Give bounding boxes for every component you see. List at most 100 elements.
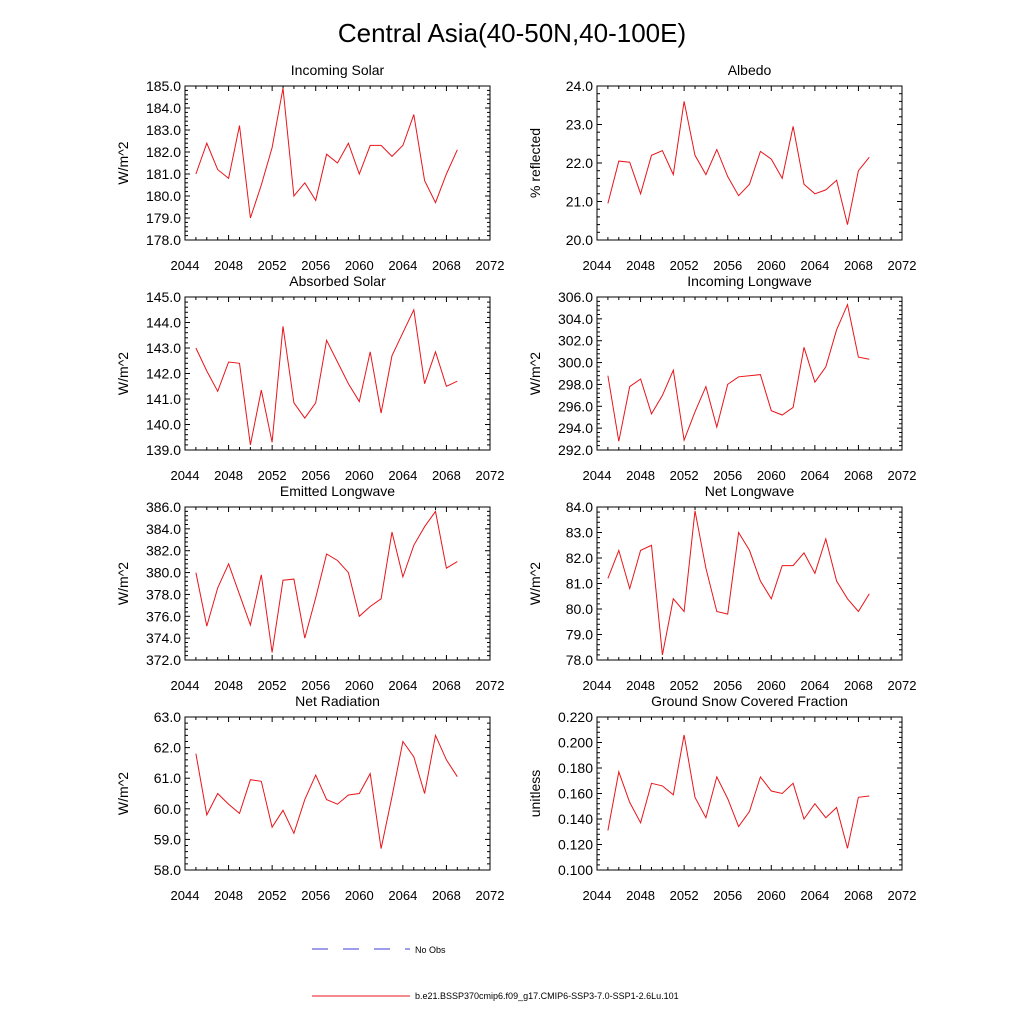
x-tick-label: 2056 <box>713 888 742 903</box>
x-tick-label: 2072 <box>476 678 505 693</box>
y-tick-label: 0.160 <box>558 786 593 802</box>
x-tick-label: 2048 <box>214 258 243 273</box>
x-tick-label: 2052 <box>670 888 699 903</box>
x-tick-label: 2068 <box>432 258 461 273</box>
x-tick-label: 2044 <box>171 258 200 273</box>
y-axis-label: W/m^2 <box>115 772 131 815</box>
x-tick-label: 2056 <box>301 468 330 483</box>
panel-5: Net Longwave W/m^2 2044 2048 2052 2056 2060 206… <box>527 483 916 693</box>
x-tick-label: 2072 <box>888 258 917 273</box>
y-tick-label: 372.0 <box>146 652 181 668</box>
x-tick-label: 2064 <box>388 678 417 693</box>
panel-0: Incoming Solar W/m^2 2044 2048 2052 2056 2060 2… <box>115 62 504 273</box>
x-tick-label: 2060 <box>345 888 374 903</box>
x-tick-label: 2064 <box>388 468 417 483</box>
y-tick-label: 294.0 <box>558 420 593 436</box>
panel-title: Absorbed Solar <box>289 273 386 289</box>
x-tick-label: 2048 <box>626 678 655 693</box>
x-tick-label: 2060 <box>345 468 374 483</box>
x-tick-label: 2044 <box>171 468 200 483</box>
plot-frame <box>596 716 903 871</box>
y-tick-label: 0.120 <box>558 837 593 853</box>
plot-frame <box>184 296 491 451</box>
x-tick-label: 2072 <box>476 468 505 483</box>
x-tick-label: 2048 <box>214 468 243 483</box>
x-tick-label: 2056 <box>713 258 742 273</box>
x-tick-label: 2052 <box>258 258 287 273</box>
y-tick-label: 178.0 <box>146 232 181 248</box>
x-tick-label: 2060 <box>757 468 786 483</box>
series-line <box>195 733 458 849</box>
y-tick-label: 142.0 <box>146 366 181 382</box>
x-tick-label: 2052 <box>258 468 287 483</box>
y-tick-label: 378.0 <box>146 586 181 602</box>
y-tick-label: 81.0 <box>566 576 593 592</box>
panel-7: Ground Snow Covered Fraction unitless 2044… <box>527 693 916 903</box>
series-line <box>607 510 870 655</box>
y-tick-label: 143.0 <box>146 340 181 356</box>
x-tick-label: 2072 <box>888 678 917 693</box>
y-axis-label: W/m^2 <box>115 352 131 395</box>
x-tick-label: 2044 <box>583 468 612 483</box>
y-tick-label: 179.0 <box>146 210 181 226</box>
x-tick-label: 2060 <box>757 678 786 693</box>
series-line <box>195 308 458 445</box>
x-tick-label: 2072 <box>476 258 505 273</box>
y-axis-label: W/m^2 <box>115 141 131 184</box>
y-tick-label: 84.0 <box>566 499 593 515</box>
y-tick-label: 184.0 <box>146 100 181 116</box>
panel-title: Albedo <box>728 62 772 78</box>
y-tick-label: 296.0 <box>558 398 593 414</box>
x-tick-label: 2056 <box>713 468 742 483</box>
plot-frame <box>596 85 903 241</box>
x-tick-label: 2064 <box>800 678 829 693</box>
x-tick-label: 2044 <box>171 678 200 693</box>
panel-title: Emitted Longwave <box>280 483 395 499</box>
x-tick-label: 2072 <box>476 888 505 903</box>
y-tick-label: 384.0 <box>146 521 181 537</box>
y-tick-label: 181.0 <box>146 166 181 182</box>
y-axis-label: W/m^2 <box>115 562 131 605</box>
panel-4: Emitted Longwave W/m^2 2044 2048 2052 2056 206… <box>115 483 504 693</box>
series-line <box>607 101 870 225</box>
y-tick-label: 61.0 <box>154 770 181 786</box>
y-tick-label: 298.0 <box>558 376 593 392</box>
x-tick-label: 2064 <box>388 258 417 273</box>
x-tick-label: 2064 <box>388 888 417 903</box>
x-tick-label: 2068 <box>844 468 873 483</box>
y-tick-label: 0.220 <box>558 709 593 725</box>
x-tick-label: 2060 <box>757 258 786 273</box>
y-tick-label: 78.0 <box>566 652 593 668</box>
y-tick-label: 23.0 <box>566 117 593 133</box>
legend-no-obs-label: No Obs <box>415 945 446 955</box>
y-tick-label: 58.0 <box>154 862 181 878</box>
y-tick-label: 382.0 <box>146 543 181 559</box>
x-tick-label: 2044 <box>583 258 612 273</box>
y-tick-label: 82.0 <box>566 550 593 566</box>
y-tick-label: 140.0 <box>146 417 181 433</box>
y-tick-label: 180.0 <box>146 188 181 204</box>
x-tick-label: 2068 <box>844 888 873 903</box>
y-axis-label: % reflected <box>527 128 543 198</box>
x-tick-label: 2052 <box>258 888 287 903</box>
panel-title: Incoming Solar <box>291 62 385 78</box>
panel-6: Net Radiation W/m^2 2044 2048 2052 2056 2060 20… <box>115 693 504 903</box>
y-axis-label: W/m^2 <box>527 352 543 395</box>
panel-title: Net Radiation <box>295 693 380 709</box>
y-tick-label: 0.100 <box>558 862 593 878</box>
y-tick-label: 20.0 <box>566 232 593 248</box>
y-tick-label: 183.0 <box>146 122 181 138</box>
y-tick-label: 59.0 <box>154 831 181 847</box>
series-line <box>607 734 870 849</box>
y-tick-label: 63.0 <box>154 709 181 725</box>
panels: Incoming Solar W/m^2 2044 2048 2052 2056 2060 2… <box>115 62 916 903</box>
x-tick-label: 2068 <box>432 888 461 903</box>
y-tick-label: 141.0 <box>146 391 181 407</box>
x-tick-label: 2048 <box>626 888 655 903</box>
x-tick-label: 2048 <box>626 258 655 273</box>
x-tick-label: 2068 <box>844 258 873 273</box>
y-tick-label: 0.200 <box>558 735 593 751</box>
panel-1: Albedo % reflected 2044 2048 2052 2056 2060 206… <box>527 62 916 273</box>
y-tick-label: 144.0 <box>146 315 181 331</box>
y-tick-label: 0.140 <box>558 811 593 827</box>
